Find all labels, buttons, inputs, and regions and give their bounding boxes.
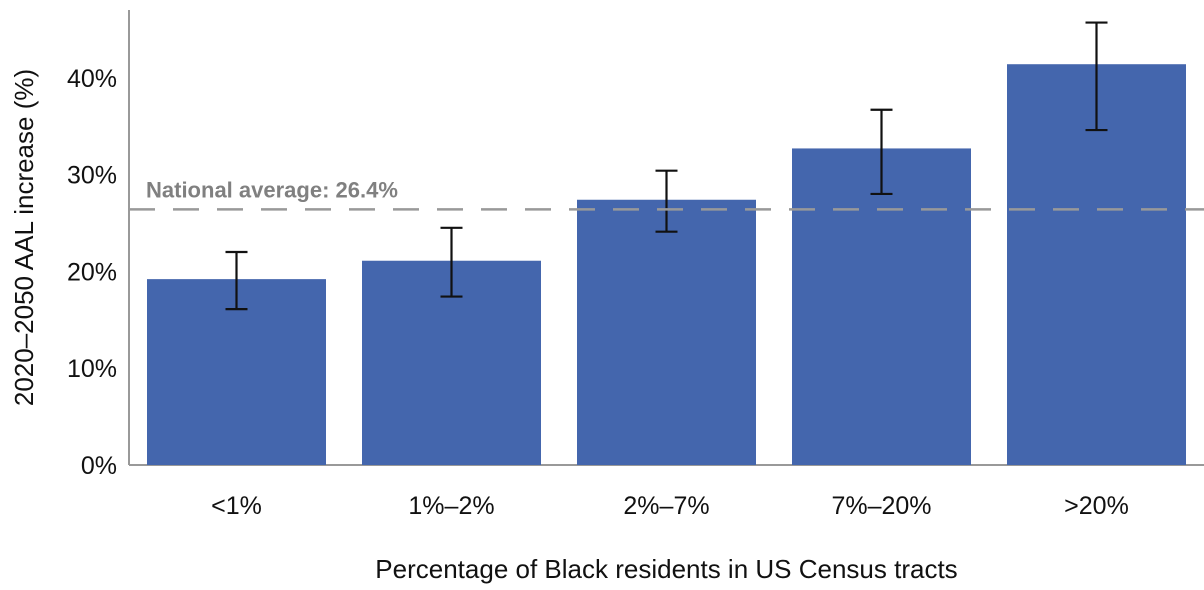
x-tick-label: 7%–20%: [831, 492, 931, 520]
x-tick-label: >20%: [1064, 492, 1129, 520]
y-axis-title: 2020–2050 AAL increase (%): [9, 69, 39, 406]
y-tick-label: 0%: [81, 452, 117, 480]
y-tick-label: 40%: [67, 65, 117, 93]
y-tick-label: 10%: [67, 355, 117, 383]
x-tick-label: 1%–2%: [408, 492, 494, 520]
y-tick-label: 20%: [67, 258, 117, 286]
x-tick-label: <1%: [211, 492, 262, 520]
y-tick-label: 30%: [67, 162, 117, 190]
error-bars: [225, 21, 1108, 311]
bars: [147, 64, 1186, 466]
bar: [792, 148, 971, 466]
reference-line-group: National average: 26.4%: [129, 177, 1204, 211]
bar: [577, 199, 756, 465]
x-tick-label: 2%–7%: [623, 492, 709, 520]
y-axis: 0% 10% 20% 30% 40%: [67, 10, 130, 480]
x-axis-title: Percentage of Black residents in US Cens…: [375, 554, 957, 584]
national-average-label: National average: 26.4%: [146, 177, 398, 202]
x-axis: <1% 1%–2% 2%–7% 7%–20% >20%: [129, 464, 1204, 520]
